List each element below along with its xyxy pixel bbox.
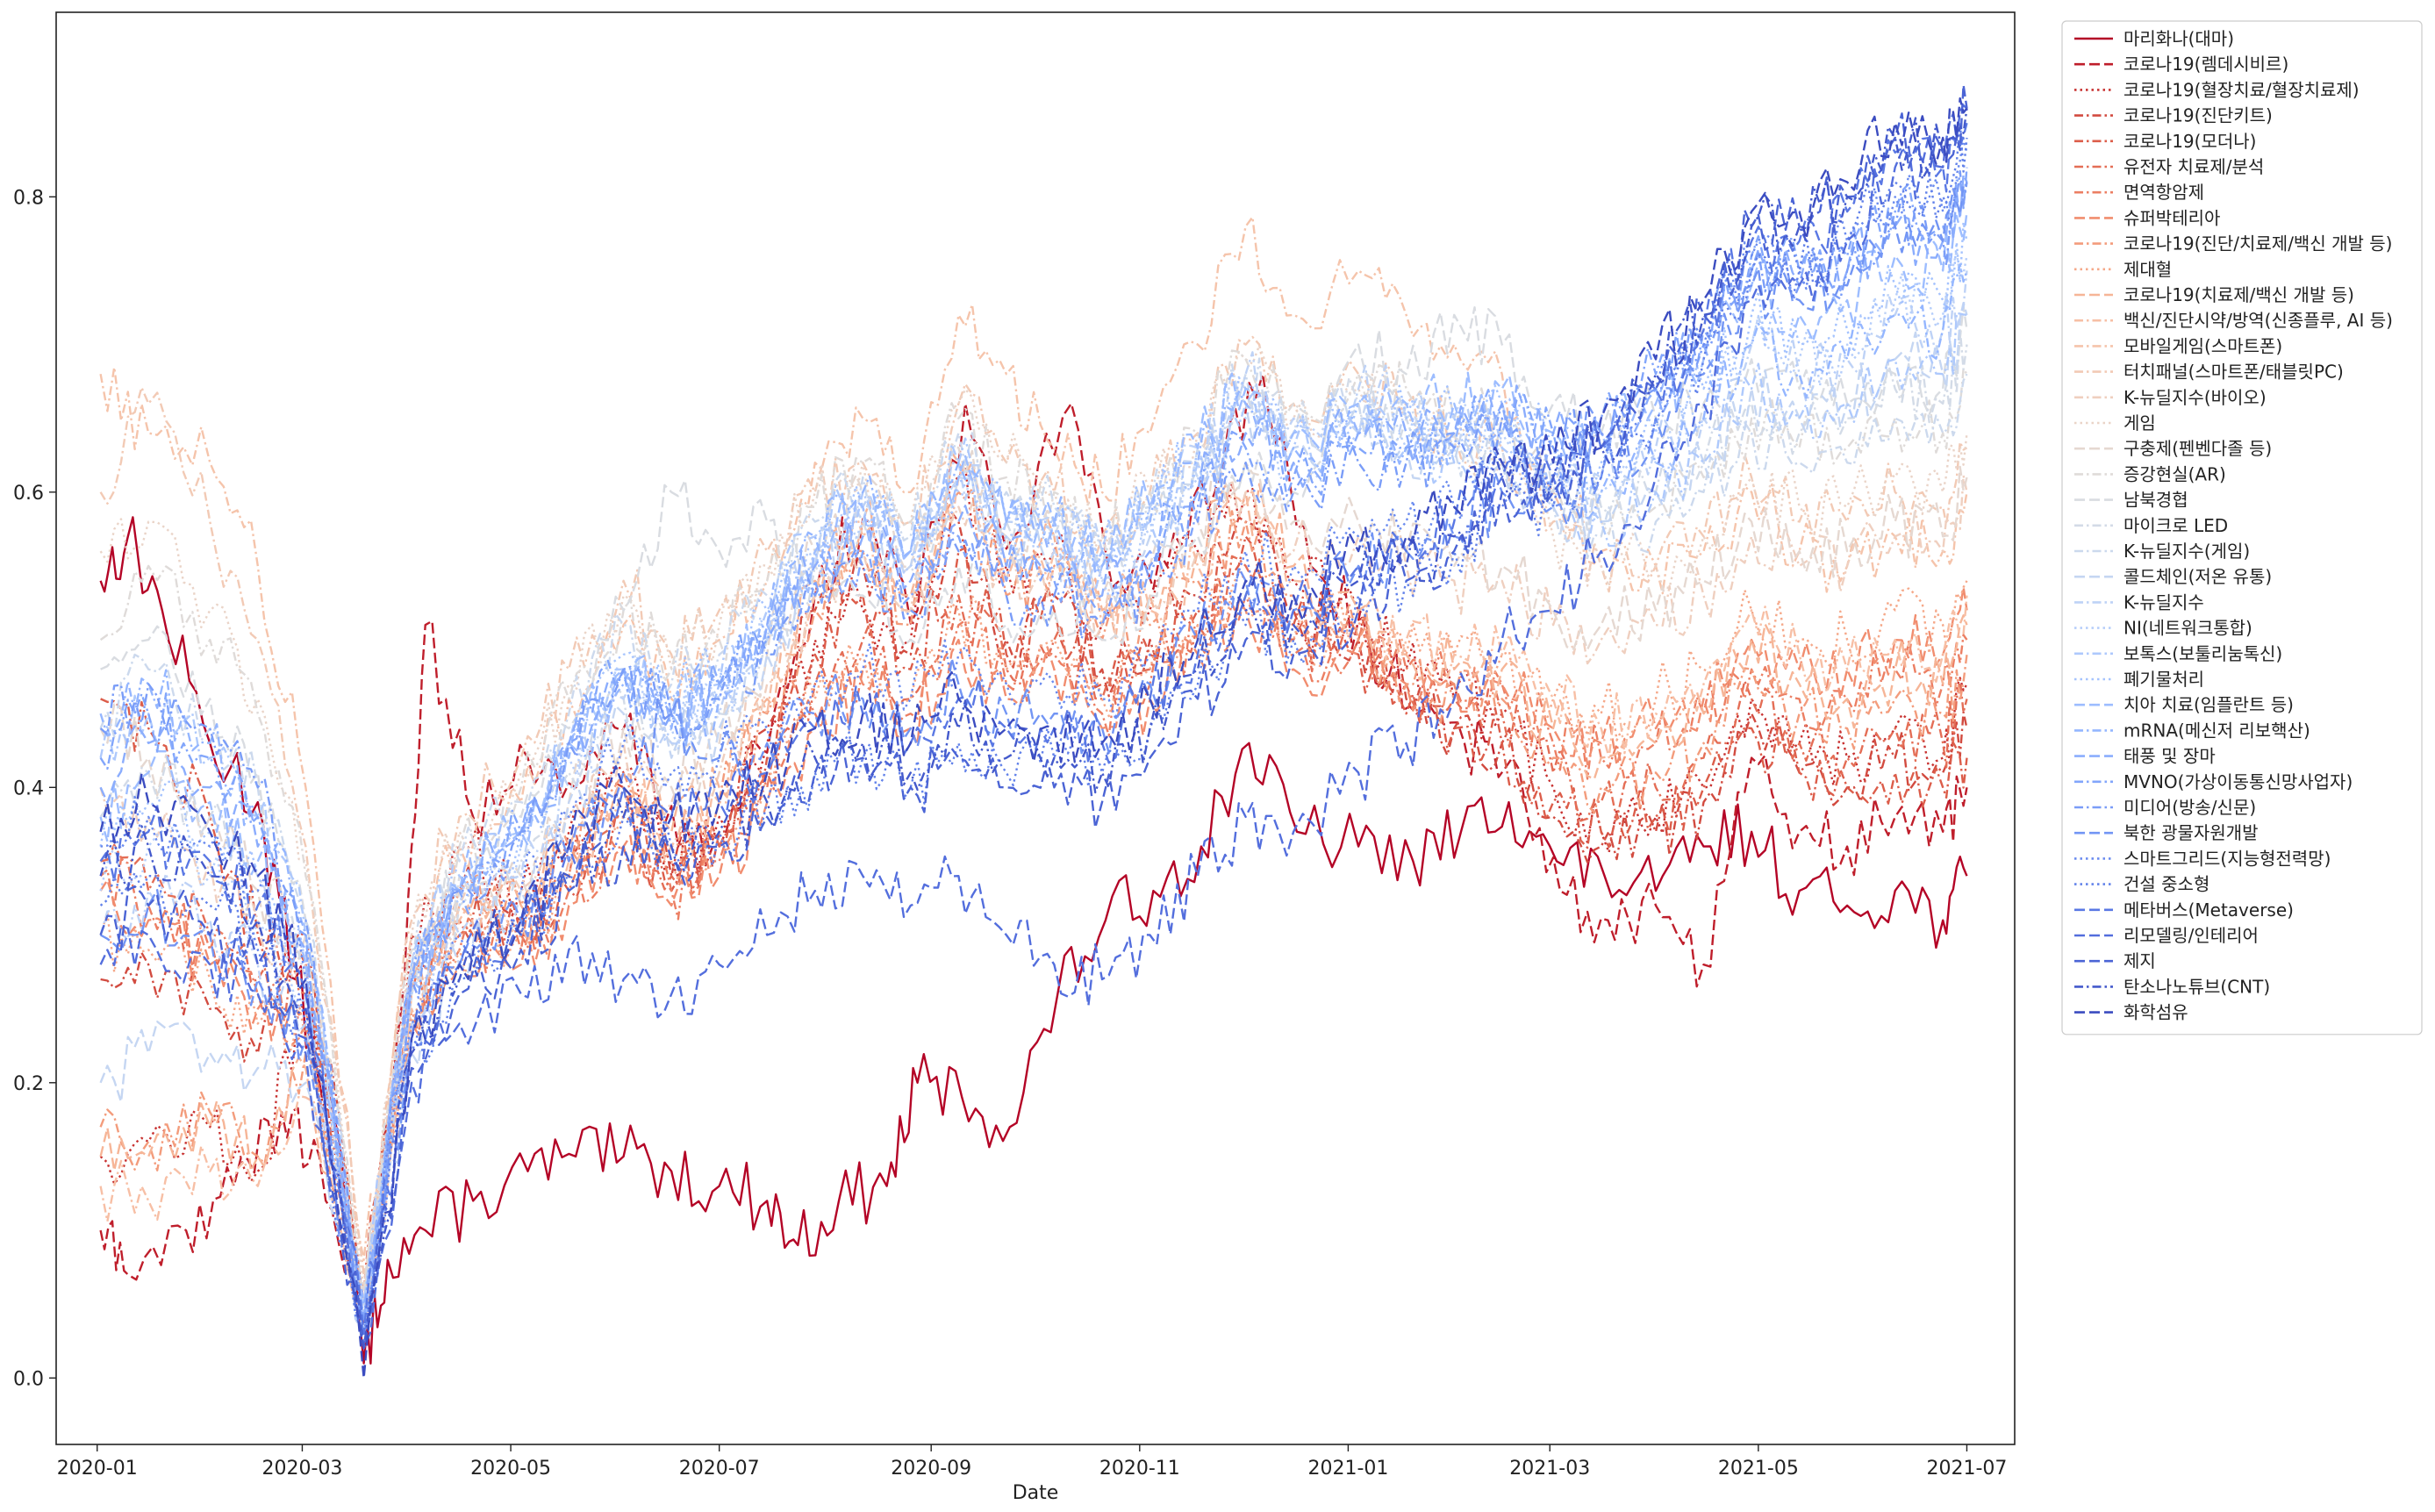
series-line	[99, 516, 1968, 1365]
x-axis-label: Date	[1013, 1482, 1059, 1504]
legend-label: 남북경협	[2123, 490, 2188, 511]
x-tick-label: 2020-11	[1099, 1458, 1180, 1480]
legend-label: 태풍 및 장마	[2123, 746, 2216, 767]
plot-frame	[55, 11, 2016, 1445]
legend-label: 치아 치료(임플란트 등)	[2123, 694, 2294, 715]
series-line	[99, 83, 1968, 1350]
series-line	[99, 474, 1968, 1291]
legend-label: 유전자 치료제/분석	[2123, 156, 2264, 177]
series-line	[99, 122, 1968, 1335]
y-tick-label: 0.6	[13, 483, 44, 505]
y-tick-label: 0.0	[13, 1368, 44, 1390]
legend-label: 마리화나(대마)	[2123, 28, 2234, 49]
legend-label: 모바일게임(스마트폰)	[2123, 335, 2282, 356]
series-line	[99, 211, 1968, 1321]
legend-label: 건설 중소형	[2123, 874, 2209, 895]
x-tick-label: 2021-07	[1927, 1458, 2008, 1480]
legend-label: 마이크로 LED	[2123, 515, 2228, 536]
series-line	[99, 594, 1968, 1321]
legend-label: 코로나19(치료제/백신 개발 등)	[2123, 284, 2354, 305]
y-tick-label: 0.4	[13, 777, 44, 799]
series-line	[99, 104, 1968, 1350]
legend-label: 보톡스(보툴리눔톡신)	[2123, 643, 2282, 664]
series-line	[99, 169, 1968, 1321]
legend: 마리화나(대마) 코로나19(렘데시비르) 코로나19(혈장치료/혈장치료제) 코로나…	[2061, 20, 2423, 1035]
series-line	[99, 97, 1968, 1379]
legend-label: MVNO(가상이동통신망사업자)	[2123, 771, 2353, 792]
legend-label: 코로나19(모더나)	[2123, 131, 2256, 152]
legend-label: 폐기물처리	[2123, 669, 2204, 690]
legend-label: 콜드체인(저온 유통)	[2123, 566, 2272, 587]
x-tick-label: 2020-05	[470, 1458, 551, 1480]
legend-label: 백신/진단시약/방역(신종플루, AI 등)	[2123, 310, 2393, 331]
legend-label: K-뉴딜지수(바이오)	[2123, 387, 2267, 408]
legend-label: 탄소나노튜브(CNT)	[2123, 976, 2270, 997]
x-tick-label: 2020-07	[679, 1458, 760, 1480]
axes: 2020-01 2020-03 2020-05 2020-07 2020-09 2020-…	[13, 187, 2007, 1480]
series-line	[99, 349, 1968, 1306]
x-tick-label: 2020-03	[261, 1458, 342, 1480]
legend-label: 면역항암제	[2123, 182, 2204, 203]
x-tick-label: 2021-03	[1509, 1458, 1590, 1480]
legend-label: NI(네트워크통합)	[2123, 618, 2252, 639]
y-tick-label: 0.8	[13, 187, 44, 209]
series-line	[99, 108, 1968, 1350]
legend-label: 화학섬유	[2123, 1002, 2188, 1023]
x-tick-label: 2020-01	[57, 1458, 138, 1480]
legend-label: 스마트그리드(지능형전력망)	[2123, 848, 2331, 869]
legend-label: 북한 광물자원개발	[2123, 822, 2259, 843]
legend-label: 코로나19(진단키트)	[2123, 105, 2273, 126]
series-line	[99, 270, 1968, 1335]
legend-label: 게임	[2123, 412, 2156, 434]
legend-label: 터치패널(스마트폰/태블릿PC)	[2123, 362, 2344, 383]
series-line	[100, 181, 1968, 1335]
legend-label: mRNA(메신저 리보핵산)	[2123, 720, 2310, 741]
legend-label: 코로나19(진단/치료제/백신 개발 등)	[2123, 233, 2392, 254]
legend-label: K-뉴딜지수	[2123, 591, 2204, 613]
legend-label: 미디어(방송/신문)	[2123, 797, 2256, 818]
y-tick-label: 0.2	[13, 1073, 44, 1095]
legend-label: K-뉴딜지수(게임)	[2123, 541, 2250, 562]
legend-label: 제지	[2123, 950, 2156, 971]
series-lines	[99, 83, 1968, 1379]
x-tick-label: 2021-05	[1718, 1458, 1799, 1480]
legend-label: 리모델링/인테리어	[2123, 925, 2259, 946]
legend-label: 메타버스(Metaverse)	[2123, 899, 2294, 921]
x-tick-label: 2020-09	[891, 1458, 971, 1480]
legend-label: 코로나19(혈장치료/혈장치료제)	[2123, 79, 2360, 100]
series-line	[99, 570, 1968, 1306]
legend-label: 제대혈	[2123, 259, 2172, 280]
legend-box	[2061, 20, 2423, 1035]
legend-label: 코로나19(렘데시비르)	[2123, 54, 2288, 75]
legend-label: 증강현실(AR)	[2123, 463, 2226, 484]
legend-label: 슈퍼박테리아	[2123, 207, 2220, 228]
series-line	[99, 335, 1968, 1276]
x-tick-label: 2021-01	[1307, 1458, 1388, 1480]
legend-label: 구충제(펜벤다졸 등)	[2123, 438, 2272, 459]
